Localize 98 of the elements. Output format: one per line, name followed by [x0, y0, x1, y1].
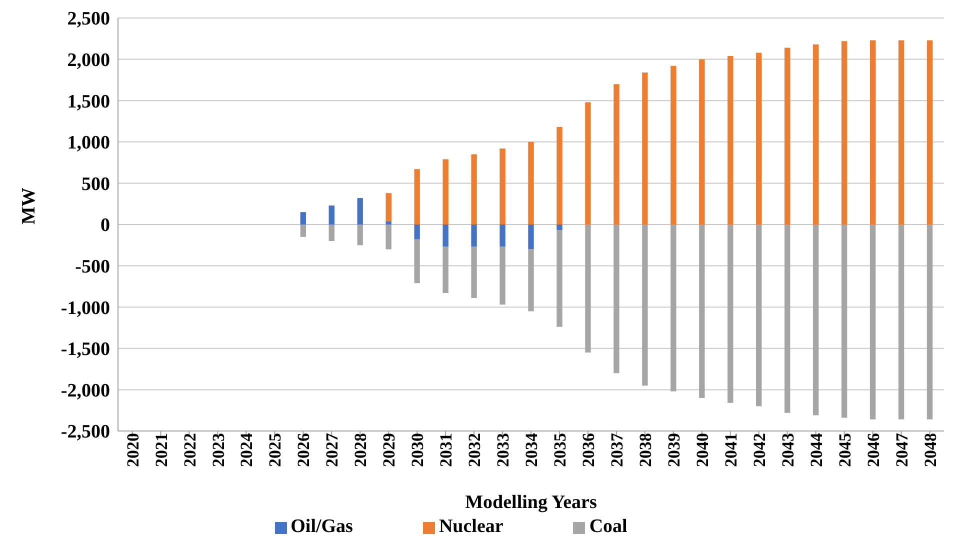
bar — [328, 206, 334, 224]
bar — [699, 224, 705, 398]
bar — [585, 102, 591, 224]
bar — [699, 59, 705, 224]
bar — [756, 52, 762, 224]
x-tick-label: 2021 — [152, 433, 171, 467]
x-tick-label: 2045 — [835, 433, 854, 467]
y-tick-label: -500 — [75, 256, 110, 278]
x-axis-title: Modelling Years — [465, 492, 597, 513]
bar — [784, 48, 790, 224]
bar — [585, 224, 591, 353]
x-tick-label: 2037 — [608, 432, 627, 467]
bar — [528, 142, 534, 224]
bar — [414, 239, 420, 284]
bar — [898, 224, 904, 420]
legend-label: Coal — [589, 516, 628, 537]
bar — [870, 224, 876, 420]
bar — [471, 246, 477, 298]
bar — [784, 224, 790, 413]
bar — [328, 224, 334, 242]
y-tick-label: 1,000 — [67, 132, 110, 154]
x-tick-label: 2027 — [322, 432, 342, 467]
x-tick-label: 2030 — [408, 433, 428, 467]
bar — [812, 44, 819, 224]
x-tick-label: 2038 — [636, 433, 655, 467]
bar — [728, 56, 734, 224]
bar — [812, 224, 819, 416]
y-tick-label: -2,000 — [60, 380, 110, 402]
bar — [528, 224, 534, 250]
bar — [841, 41, 848, 224]
y-tick-label: 0 — [100, 215, 110, 236]
x-tick-label: 2040 — [692, 433, 712, 467]
bar — [386, 221, 392, 224]
bar — [841, 224, 848, 418]
y-tick-label: 2,500 — [67, 8, 110, 30]
bar — [556, 224, 562, 230]
y-tick-label: -1,500 — [60, 339, 110, 360]
x-tick-label: 2025 — [266, 433, 285, 467]
bar — [756, 224, 762, 406]
x-tick-label: 2033 — [494, 433, 513, 467]
bar — [670, 66, 676, 224]
bar — [386, 193, 392, 222]
x-tick-label: 2042 — [750, 433, 769, 467]
bar — [870, 40, 876, 224]
x-tick-label: 2024 — [237, 432, 256, 467]
bar — [556, 230, 562, 327]
legend-label: Oil/Gas — [290, 516, 353, 537]
bar — [500, 224, 506, 247]
x-tick-label: 2043 — [778, 433, 798, 467]
bar — [556, 127, 562, 224]
bar — [300, 212, 306, 224]
x-tick-label: 2026 — [294, 433, 314, 467]
x-tick-label: 2041 — [721, 433, 740, 467]
x-tick-label: 2023 — [208, 433, 228, 467]
bar — [926, 224, 933, 420]
x-tick-label: 2048 — [920, 433, 940, 467]
bar — [414, 169, 420, 224]
bar — [471, 154, 477, 224]
bar — [670, 224, 676, 392]
bar — [300, 224, 306, 237]
bar — [500, 148, 506, 224]
x-tick-label: 2036 — [579, 433, 598, 467]
x-tick-label: 2028 — [351, 433, 370, 467]
bar — [614, 224, 620, 374]
x-tick-label: 2031 — [436, 433, 456, 467]
bar — [442, 159, 448, 224]
bar — [898, 40, 904, 224]
bar — [357, 198, 363, 224]
x-tick-label: 2046 — [864, 433, 883, 467]
y-axis-title: MW — [18, 188, 40, 224]
bar — [386, 224, 392, 250]
bar — [442, 224, 448, 247]
bar — [471, 224, 477, 247]
bar — [614, 84, 620, 224]
x-tick-label: 2032 — [465, 433, 484, 467]
bar — [728, 224, 734, 403]
x-tick-label: 2044 — [806, 432, 826, 467]
y-tick-label: 1,500 — [67, 91, 110, 112]
bar — [926, 40, 933, 224]
x-tick-label: 2034 — [522, 432, 542, 467]
bar — [414, 224, 420, 240]
x-tick-label: 2035 — [550, 433, 570, 467]
bar — [642, 224, 648, 386]
y-tick-label: -1,000 — [60, 298, 110, 319]
y-tick-label: 2,000 — [67, 50, 110, 72]
y-tick-label: 500 — [82, 174, 110, 195]
x-tick-label: 2029 — [380, 433, 399, 467]
x-tick-label: 2039 — [664, 433, 684, 467]
bar — [442, 246, 448, 294]
legend-label: Nuclear — [438, 516, 504, 537]
bar — [528, 249, 534, 312]
x-tick-label: 2022 — [180, 433, 200, 467]
bar — [500, 246, 506, 305]
bar — [642, 72, 648, 224]
x-tick-label: 2047 — [892, 432, 912, 467]
x-tick-label: 2020 — [123, 433, 142, 467]
bar — [357, 224, 363, 246]
y-tick-label: -2,500 — [60, 422, 110, 443]
